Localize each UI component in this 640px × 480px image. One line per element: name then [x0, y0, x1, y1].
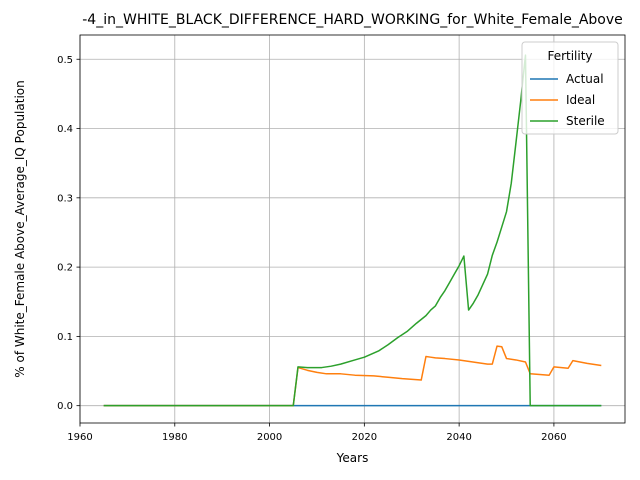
y-tick-label: 0.1 — [57, 332, 73, 343]
y-tick-label: 0.5 — [57, 55, 73, 66]
y-axis-label: % of White_Female Above_Average_IQ Popul… — [13, 80, 27, 377]
y-tick-label: 0.3 — [57, 193, 73, 204]
y-tick-label: 0.2 — [57, 263, 73, 274]
series-lines — [103, 54, 602, 407]
chart-title: -4_in_WHITE_BLACK_DIFFERENCE_HARD_WORKIN… — [82, 12, 623, 28]
x-tick-label: 2040 — [446, 432, 471, 443]
legend-items: Actual Ideal Sterile — [530, 72, 605, 128]
legend-label-actual: Actual — [566, 72, 604, 86]
legend-label-ideal: Ideal — [566, 93, 595, 107]
y-tick-label: 0.0 — [57, 401, 73, 412]
x-tick-label: 2060 — [541, 432, 566, 443]
y-tick-label: 0.4 — [57, 124, 73, 135]
axis-ticks: 1960 1980 2000 2020 2040 2060 0.0 0.1 0.2 0.3 0.4 0… — [57, 55, 567, 443]
series-line-sterile — [103, 54, 602, 407]
series-line-ideal — [103, 345, 602, 407]
plot-frame — [79, 34, 626, 424]
legend-title: Fertility — [547, 49, 592, 63]
x-tick-label: 2020 — [352, 432, 377, 443]
x-tick-label: 1980 — [162, 432, 187, 443]
legend-box — [521, 41, 619, 135]
legend: Fertility Actual Ideal Sterile — [521, 41, 619, 135]
x-axis-label: Years — [336, 451, 369, 465]
x-tick-label: 1960 — [67, 432, 92, 443]
legend-label-sterile: Sterile — [566, 114, 605, 128]
x-tick-label: 2000 — [257, 432, 282, 443]
